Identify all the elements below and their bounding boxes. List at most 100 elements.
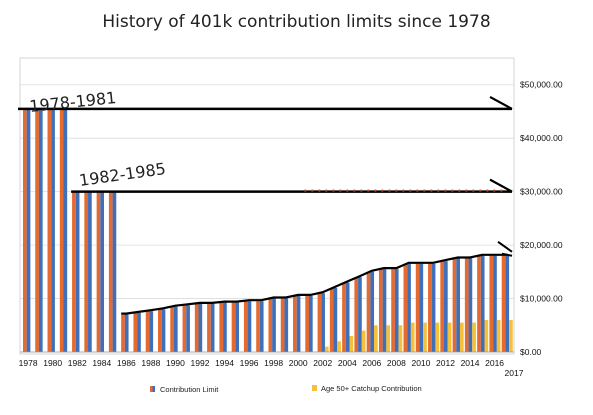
legend-label: Contribution Limit — [160, 385, 219, 394]
bar-contribution-limit-2007 — [378, 269, 383, 352]
bar-contribution-limit-1995 — [231, 302, 236, 352]
legend-swatch — [152, 386, 155, 392]
bar-contribution-limit-2000-b — [296, 295, 301, 352]
bar-contribution-limit-2005-b — [358, 277, 362, 352]
bar-contribution-limit-1981 — [59, 108, 64, 352]
bar-contribution-limit-1998 — [268, 298, 273, 352]
bar-contribution-limit-1991-b — [186, 305, 190, 352]
x-tick-label: 2010 — [411, 358, 430, 368]
legend-label: Age 50+ Catchup Contribution — [321, 384, 422, 393]
x-tick-label: 1984 — [92, 358, 111, 368]
bar-contribution-limit-2013 — [452, 258, 457, 352]
bar-contribution-limit-2003 — [329, 287, 334, 352]
bar-catchup-2012 — [447, 322, 452, 352]
x-tick-label: 2017 — [505, 368, 524, 378]
annotation-label: 1982-1985 — [78, 159, 167, 190]
bar-contribution-limit-1987-b — [137, 312, 141, 352]
bar-contribution-limit-1983-b — [88, 191, 92, 352]
bar-catchup-2003 — [337, 341, 341, 352]
bar-contribution-limit-2013-b — [456, 258, 460, 352]
bar-contribution-limit-1998-b — [272, 298, 276, 352]
legend-swatch — [312, 385, 317, 391]
bar-contribution-limit-2002-b — [321, 293, 325, 352]
bar-contribution-limit-2009 — [403, 263, 408, 352]
bar-contribution-limit-1995-b — [235, 302, 240, 352]
bar-contribution-limit-1985-b — [112, 191, 117, 352]
bar-contribution-limit-2007-b — [382, 269, 387, 352]
bar-contribution-limit-1982 — [72, 191, 76, 352]
x-tick-label: 1998 — [264, 358, 283, 368]
annotation-label: 1978-1981 — [28, 88, 117, 116]
bar-catchup-2013 — [459, 322, 464, 352]
bar-contribution-limit-1988 — [145, 311, 150, 352]
bar-contribution-limit-1988-b — [149, 311, 154, 352]
bar-contribution-limit-1996 — [243, 301, 248, 352]
bar-catchup-2011 — [435, 322, 440, 352]
bar-catchup-2017 — [509, 319, 513, 352]
annotation-arrow — [489, 178, 513, 193]
bar-catchup-2016 — [496, 319, 501, 352]
bar-contribution-limit-1999 — [280, 298, 285, 352]
bar-catchup-2007 — [386, 325, 391, 352]
bar-contribution-limit-1999-b — [284, 298, 289, 352]
bar-contribution-limit-1982-b — [75, 191, 80, 352]
bar-contribution-limit-2017-b — [505, 255, 510, 352]
trend-line-limits — [121, 253, 507, 315]
x-tick-label: 2012 — [436, 358, 455, 368]
bar-contribution-limit-2014-b — [468, 258, 473, 352]
x-tick-label: 1992 — [191, 358, 210, 368]
bar-contribution-limit-1984-b — [100, 191, 104, 352]
bar-contribution-limit-1979-b — [38, 108, 43, 352]
y-tick-label: $0.00 — [520, 347, 542, 357]
bar-contribution-limit-2000 — [293, 295, 297, 352]
x-tick-label: 1980 — [43, 358, 62, 368]
bar-contribution-limit-1994-b — [223, 302, 227, 352]
bar-catchup-2015 — [484, 319, 489, 352]
x-tick-label: 2006 — [362, 358, 381, 368]
bar-catchup-2004 — [349, 335, 354, 352]
bar-contribution-limit-1980-b — [51, 108, 55, 352]
bar-catchup-2005 — [361, 330, 366, 352]
x-tick-label: 1982 — [68, 358, 87, 368]
x-tick-label: 1990 — [166, 358, 185, 368]
bar-contribution-limit-1980 — [47, 108, 52, 352]
annotation-arrow — [489, 95, 513, 110]
bar-catchup-2009 — [410, 322, 415, 352]
bar-contribution-limit-2006-b — [370, 271, 375, 352]
gridlines — [20, 84, 514, 353]
bar-contribution-limit-1994 — [219, 302, 224, 352]
bar-contribution-limit-1986-b — [124, 314, 129, 352]
bar-contribution-limit-2005 — [354, 277, 359, 352]
bar-contribution-limit-1985 — [108, 191, 113, 352]
bar-contribution-limit-2004-b — [345, 282, 350, 352]
x-tick-label: 2014 — [461, 358, 480, 368]
bar-catchup-2006 — [374, 325, 378, 352]
bar-contribution-limit-1990-b — [173, 306, 178, 352]
x-tick-label: 1986 — [117, 358, 136, 368]
bar-contribution-limit-1981-b — [63, 108, 68, 352]
bar-contribution-limit-1979 — [35, 108, 39, 352]
x-tick-label: 1988 — [141, 358, 160, 368]
x-tick-label: 2016 — [485, 358, 504, 368]
bar-contribution-limit-1984 — [96, 191, 101, 352]
annotation-arrow — [497, 240, 513, 253]
bar-contribution-limit-2011-b — [431, 263, 436, 352]
bar-contribution-limit-1993 — [207, 303, 211, 352]
bar-contribution-limit-1986 — [121, 314, 125, 352]
bar-contribution-limit-2009-b — [407, 263, 411, 352]
bar-contribution-limit-1978 — [22, 108, 27, 352]
x-tick-label: 2000 — [289, 358, 308, 368]
bar-contribution-limit-2001 — [305, 295, 309, 352]
annotation-arrow — [501, 252, 513, 257]
bar-contribution-limit-2008 — [391, 269, 395, 352]
bar-contribution-limit-2010 — [415, 263, 420, 352]
bar-contribution-limit-2015-b — [480, 255, 485, 352]
bar-catchup-2002 — [324, 346, 329, 352]
chart-title: History of 401k contribution limits sinc… — [102, 12, 491, 32]
bar-contribution-limit-2012 — [440, 261, 445, 352]
bar-contribution-limit-1990 — [170, 306, 174, 352]
x-tick-label: 2002 — [313, 358, 332, 368]
bar-contribution-limit-2016 — [489, 255, 494, 352]
bar-contribution-limit-2002 — [317, 293, 322, 352]
